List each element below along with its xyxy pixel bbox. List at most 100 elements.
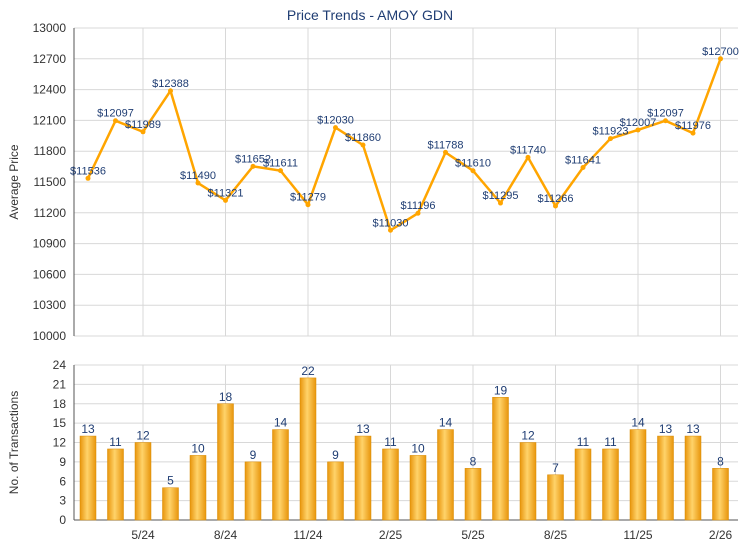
transaction-bar xyxy=(519,442,537,521)
price-point xyxy=(140,129,146,135)
price-point xyxy=(443,149,448,155)
price-data-label: $11641 xyxy=(565,155,601,167)
y-tick-label: 3 xyxy=(59,494,66,508)
price-data-label: $12097 xyxy=(97,108,134,120)
price-data-label: $11321 xyxy=(208,187,244,199)
price-point xyxy=(305,202,311,208)
price-data-label: $12700 xyxy=(702,46,739,58)
bar-data-label: 11 xyxy=(109,435,122,449)
transaction-bar xyxy=(327,461,344,521)
price-data-label: $11610 xyxy=(455,158,491,170)
price-point xyxy=(85,175,91,181)
price-data-label: $11989 xyxy=(125,119,161,131)
transaction-bar xyxy=(299,377,317,521)
bar-data-label: 14 xyxy=(274,416,288,430)
y-tick-label: 21 xyxy=(53,377,67,391)
transaction-bar xyxy=(382,448,399,521)
bar-data-label: 13 xyxy=(659,422,673,436)
y-tick-label: 10600 xyxy=(33,267,67,281)
transaction-bar xyxy=(684,435,702,521)
y-tick-label: 12700 xyxy=(33,52,67,66)
x-tick-label: 8/25 xyxy=(544,528,568,542)
price-data-label: $12097 xyxy=(647,108,684,120)
price-data-label: $11740 xyxy=(510,144,546,156)
price-data-label: $11490 xyxy=(180,170,216,182)
y-tick-label: 18 xyxy=(53,397,67,411)
x-tick-label: 8/24 xyxy=(214,528,238,542)
bar-data-label: 9 xyxy=(250,448,257,462)
price-data-label: $12007 xyxy=(620,117,657,129)
price-point xyxy=(415,210,421,216)
chart-title: Price Trends - AMOY GDN xyxy=(286,7,454,23)
transaction-bar xyxy=(409,455,427,521)
y-tick-label: 11800 xyxy=(34,144,67,158)
transaction-bar xyxy=(547,474,564,521)
price-point xyxy=(498,200,503,206)
price-point xyxy=(580,165,586,171)
price-point xyxy=(470,168,476,174)
transaction-bar xyxy=(217,403,234,521)
transaction-bar xyxy=(657,435,674,521)
bar-data-label: 11 xyxy=(604,435,617,449)
price-data-label: $11536 xyxy=(70,165,106,177)
price-data-label: $12388 xyxy=(152,78,189,90)
price-point xyxy=(388,227,393,233)
y-tick-label: 6 xyxy=(59,474,66,488)
x-tick-label: 5/24 xyxy=(131,528,155,542)
price-data-label: $11923 xyxy=(593,126,629,138)
bar-data-label: 8 xyxy=(470,454,477,468)
bar-data-label: 14 xyxy=(631,416,645,430)
price-data-label: $11860 xyxy=(345,132,381,144)
bar-data-label: 9 xyxy=(332,448,339,462)
y-tick-label: 12100 xyxy=(33,113,67,127)
y-tick-label: 11500 xyxy=(34,175,67,189)
bar-data-label: 12 xyxy=(521,429,535,443)
price-point xyxy=(553,203,558,209)
y-tick-label: 10900 xyxy=(33,237,67,251)
y-tick-label: 11200 xyxy=(34,206,67,220)
bar-data-label: 14 xyxy=(439,416,453,430)
price-data-label: $11196 xyxy=(400,200,435,212)
bar-data-label: 10 xyxy=(411,441,425,455)
y-axis-title: No. of Transactions xyxy=(7,391,21,494)
price-point xyxy=(360,142,366,148)
price-data-label: $11030 xyxy=(373,217,409,229)
transaction-bar xyxy=(162,487,179,521)
y-tick-label: 15 xyxy=(53,416,67,430)
y-axis-title: Average Price xyxy=(7,144,21,219)
bar-data-label: 8 xyxy=(717,454,724,468)
bar-data-label: 18 xyxy=(219,390,233,404)
price-data-label: $11266 xyxy=(538,193,574,205)
bar-data-label: 13 xyxy=(356,422,370,436)
price-point xyxy=(718,56,723,62)
y-tick-label: 13000 xyxy=(33,21,67,35)
price-data-label: $11611 xyxy=(263,158,298,170)
transaction-bar xyxy=(189,455,207,521)
price-data-label: $11788 xyxy=(428,139,464,151)
price-point xyxy=(525,154,531,160)
transaction-bar xyxy=(134,442,152,521)
price-data-label: $11295 xyxy=(483,190,519,202)
price-point xyxy=(690,130,696,136)
price-data-label: $12030 xyxy=(317,115,354,127)
price-point xyxy=(195,180,201,186)
y-tick-label: 12400 xyxy=(33,83,67,97)
bar-data-label: 11 xyxy=(384,435,397,449)
transaction-bar xyxy=(712,468,729,521)
y-tick-label: 24 xyxy=(53,358,67,372)
x-tick-label: 5/25 xyxy=(461,528,485,542)
x-tick-label: 2/25 xyxy=(379,528,403,542)
price-point xyxy=(333,125,338,131)
bar-data-label: 22 xyxy=(301,364,315,378)
x-tick-label: 2/26 xyxy=(709,528,733,542)
transaction-bar xyxy=(272,429,289,521)
y-tick-label: 10000 xyxy=(33,329,67,343)
price-point xyxy=(278,168,283,174)
price-point xyxy=(113,118,118,124)
price-data-label: $11279 xyxy=(290,192,326,204)
price-point xyxy=(608,136,613,142)
transaction-bar xyxy=(354,435,372,521)
transaction-bar xyxy=(107,448,124,521)
x-tick-label: 11/25 xyxy=(623,528,652,542)
